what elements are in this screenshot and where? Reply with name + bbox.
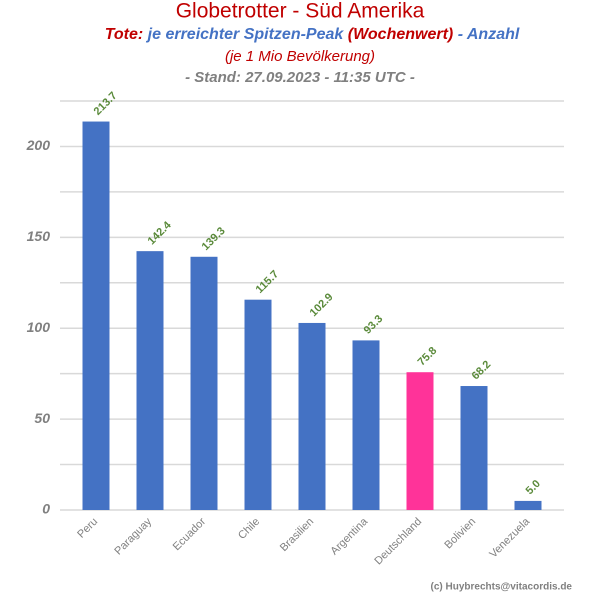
bar (514, 500, 542, 510)
chart-title: Globetrotter - Süd Amerika (176, 0, 425, 23)
subtitle-part: je erreichter Spitzen-Peak (146, 26, 345, 43)
value-label: 75.8 (416, 345, 440, 369)
value-label: 5.0 (524, 478, 543, 497)
value-label: 102.9 (308, 291, 336, 319)
y-tick-label: 200 (26, 137, 51, 153)
x-tick-label: Ecuador (171, 515, 209, 553)
value-label: 93.3 (362, 313, 386, 337)
y-tick-label: 100 (27, 319, 51, 335)
subtitle-part: (Wochenwert) (348, 26, 453, 43)
y-tick-label: 50 (34, 410, 50, 426)
value-label: 213.7 (92, 90, 120, 118)
value-label: 139.3 (200, 225, 228, 253)
credit: (c) Huybrechts@vitacordis.de (431, 582, 573, 593)
x-tick-label: Venezuela (487, 515, 532, 560)
bar (460, 386, 488, 510)
bar (298, 322, 326, 510)
bar (190, 256, 218, 510)
x-tick-label: Chile (236, 516, 262, 542)
x-tick-label: Bolivien (442, 516, 478, 552)
bar (406, 372, 434, 510)
value-label: 142.4 (146, 219, 175, 248)
subtitle: Tote: je erreichter Spitzen-Peak (Wochen… (105, 26, 520, 43)
bar (352, 340, 380, 510)
subtitle-part: Tote: (105, 26, 144, 43)
x-tick-label: Paraguay (112, 515, 154, 557)
subtitle: - Stand: 27.09.2023 - 11:35 UTC - (185, 69, 415, 86)
bar (82, 121, 110, 510)
subtitle: (je 1 Mio Bevölkerung) (225, 48, 375, 65)
x-tick-label: Brasilien (278, 516, 316, 554)
x-tick-label: Argentina (328, 515, 370, 557)
bar (244, 299, 272, 510)
subtitle-part: - Anzahl (458, 26, 520, 43)
bar (136, 251, 164, 510)
y-tick-label: 0 (42, 501, 50, 517)
y-tick-label: 150 (27, 228, 51, 244)
x-tick-label: Deutschland (372, 516, 424, 568)
value-label: 68.2 (470, 359, 494, 383)
x-tick-label: Peru (75, 516, 100, 541)
